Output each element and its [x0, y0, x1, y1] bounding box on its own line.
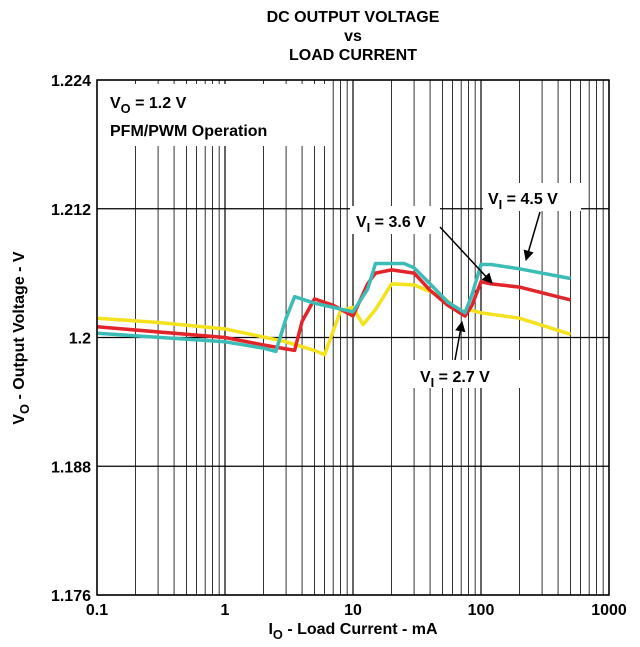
x-tick-label: 1000: [591, 602, 627, 619]
chart-title: LOAD CURRENT: [289, 47, 417, 64]
legend-label-part: I: [499, 197, 503, 212]
y-axis-label-part: - Output Voltage - V: [11, 251, 28, 404]
y-axis-label: VO - Output Voltage - V: [11, 251, 32, 425]
annotation: VO = 1.2 V: [110, 95, 187, 116]
legend-label-part: I: [431, 375, 435, 390]
y-tick-label: 1.188: [51, 459, 91, 476]
series-line: [96, 282, 572, 357]
legend-label-part: = 2.7 V: [434, 369, 490, 386]
legend-label: VI = 3.6 V: [356, 214, 426, 235]
lines: [96, 261, 572, 357]
legend-label: VI = 4.5 V: [488, 191, 558, 212]
legend-arrow: [523, 211, 541, 262]
legend-box: [413, 360, 525, 388]
x-axis-label: IO - Load Current - mA: [268, 621, 438, 642]
labels: 0.1 1 10 100 1000 1.176 1.188 1.2 1.212 1.224 DC O…: [11, 9, 627, 642]
y-tick-label: 1.224: [51, 73, 91, 90]
legend-label-part: V: [420, 369, 431, 386]
y-axis-label-part: V: [11, 414, 28, 425]
annotation: PFM/PWM Operation: [110, 123, 267, 140]
series-line: [96, 261, 571, 354]
annotation-part: O: [121, 101, 131, 116]
x-axis-label-part: - Load Current - mA: [283, 621, 438, 638]
plot-frame: [96, 79, 610, 596]
legend-label-part: I: [367, 220, 371, 235]
annotation-box: [100, 84, 330, 146]
x-axis-label-part: O: [273, 627, 283, 642]
legend-box: [483, 183, 581, 211]
y-tick-label: 1.212: [51, 202, 91, 219]
legend-label-part: = 4.5 V: [502, 191, 558, 208]
legend-arrow: [454, 320, 466, 361]
legend-arrow: [439, 226, 493, 284]
annotation-part: V: [110, 95, 121, 112]
x-tick-label: 1: [221, 602, 230, 619]
y-tick-label: 1.2: [69, 331, 91, 348]
annotation-part: = 1.2 V: [131, 95, 187, 112]
legend-label: VI = 2.7 V: [420, 369, 490, 390]
y-tick-label: 1.176: [51, 588, 91, 605]
x-tick-label: 100: [468, 602, 495, 619]
x-tick-label: 10: [344, 602, 362, 619]
legend-box: [350, 206, 440, 234]
legend-label-part: V: [356, 214, 367, 231]
legend-label-part: = 3.6 V: [370, 214, 426, 231]
series-line: [96, 268, 571, 353]
legend-label-part: V: [488, 191, 499, 208]
x-axis-label-part: I: [268, 621, 272, 638]
chart-title: DC OUTPUT VOLTAGE: [267, 9, 440, 26]
chart-title: vs: [344, 28, 362, 45]
x-tick-label: 0.1: [86, 602, 108, 619]
y-axis-label-part: O: [17, 404, 32, 414]
